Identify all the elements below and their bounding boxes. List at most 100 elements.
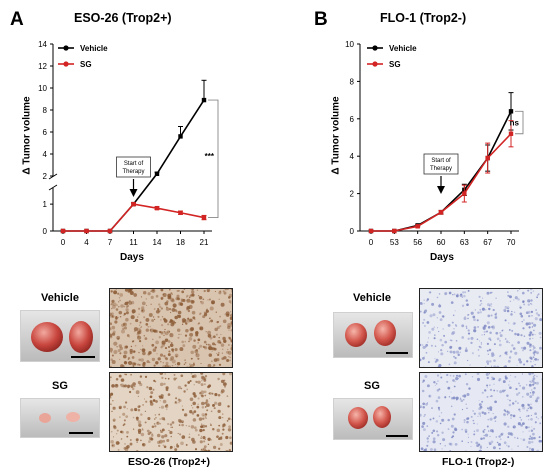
ihc-cell [219,443,223,446]
ihc-cell [424,413,426,416]
ihc-cell [138,423,142,428]
ihc-cell [188,337,193,341]
ihc-cell [180,333,182,335]
ihc-cell [205,417,207,420]
ihc-cell [217,393,221,397]
ihc-cell [162,365,167,367]
ihc-cell [110,403,112,405]
ihc-cell [537,358,539,361]
ihc-cell [516,333,520,336]
ihc-cell [122,424,125,427]
ihc-cell [208,346,211,350]
ihc-cell [137,430,142,435]
ihc-cell [463,294,466,298]
ihc-cell [453,293,456,296]
ihc-cell [130,374,132,376]
ihc-cell [442,438,446,442]
ihc-cell [495,436,498,438]
ihc-cell [174,448,178,451]
ihc-cell [436,296,439,299]
ihc-cell [173,373,176,376]
ihc-cell [125,415,129,418]
ihc-cell [139,375,143,378]
ihc-cell [157,315,160,318]
ihc-cell [181,423,184,427]
ihc-cell [225,435,229,440]
ihc-cell [467,289,470,292]
ihc-cell [474,309,476,311]
ihc-cell [449,350,453,354]
ihc-cell [499,332,501,334]
significance-label: ns [510,119,520,128]
ihc-cell [128,336,130,338]
ihc-cell [201,406,205,409]
ihc-cell [214,343,217,346]
ihc-cell [130,366,133,367]
ihc-cell [519,360,523,364]
ihc-cell [180,298,183,301]
ihc-cell [171,299,175,303]
ihc-cell [181,290,185,294]
ihc-cell [525,415,528,418]
ihc-cell [455,350,460,354]
ihc-cell [494,420,497,422]
ihc-cell [216,326,220,330]
ihc-cell [165,386,169,390]
ihc-cell [527,440,532,445]
ihc-cell [479,309,482,311]
ihc-cell [440,352,444,356]
ihc-cell [163,354,166,358]
ihc-cell [115,384,118,386]
ihc-cell [533,427,536,430]
ihc-cell [489,388,493,392]
ihc-cell [476,319,479,322]
ihc-cell [438,311,442,314]
ihc-cell [114,320,118,324]
ihc-cell [177,297,179,300]
ihc-cell [151,434,154,437]
ihc-cell [512,322,516,325]
therapy-annotation-text: Therapy [430,166,452,172]
ihc-cell [154,418,156,420]
ihc-cell [204,415,207,418]
ihc-cell [167,340,171,343]
ihc-cell [197,342,199,344]
ihc-cell [480,343,483,345]
ihc-cell [498,435,501,438]
ihc-cell [127,358,130,360]
ihc-cell [164,377,167,380]
ihc-cell [132,416,135,419]
ihc-cell [111,431,113,433]
ihc-cell [439,422,442,425]
ihc-cell [527,289,530,292]
ihc-cell [164,331,169,336]
ihc-cell [119,416,121,418]
ihc-cell [532,351,536,355]
ihc-cell [523,303,526,306]
ihc-cell [521,349,525,352]
data-point-sg [485,155,490,161]
ihc-cell [539,451,541,452]
ihc-cell [164,332,166,334]
ihc-cell [426,437,429,440]
ihc-cell [509,399,511,402]
ihc-cell [215,311,217,313]
ihc-cell [229,436,232,439]
ihc-cell [514,400,517,403]
ihc-cell [453,328,455,330]
ihc-cell [499,438,502,441]
ihc-cell [118,310,123,315]
ihc-cell [200,435,202,437]
ihc-cell [466,420,469,424]
ihc-cell [466,359,469,362]
ihc-cell [126,435,129,438]
tumor-image-b-vehicle [334,313,412,357]
ihc-cell [197,380,201,384]
ihc-cell [132,350,136,353]
data-point-sg [201,215,207,220]
ihc-cell [486,384,489,387]
ihc-image-a-vehicle [110,289,232,367]
x-tick-label: 67 [483,238,492,247]
ihc-cell [117,348,121,353]
ihc-cell [130,315,135,320]
